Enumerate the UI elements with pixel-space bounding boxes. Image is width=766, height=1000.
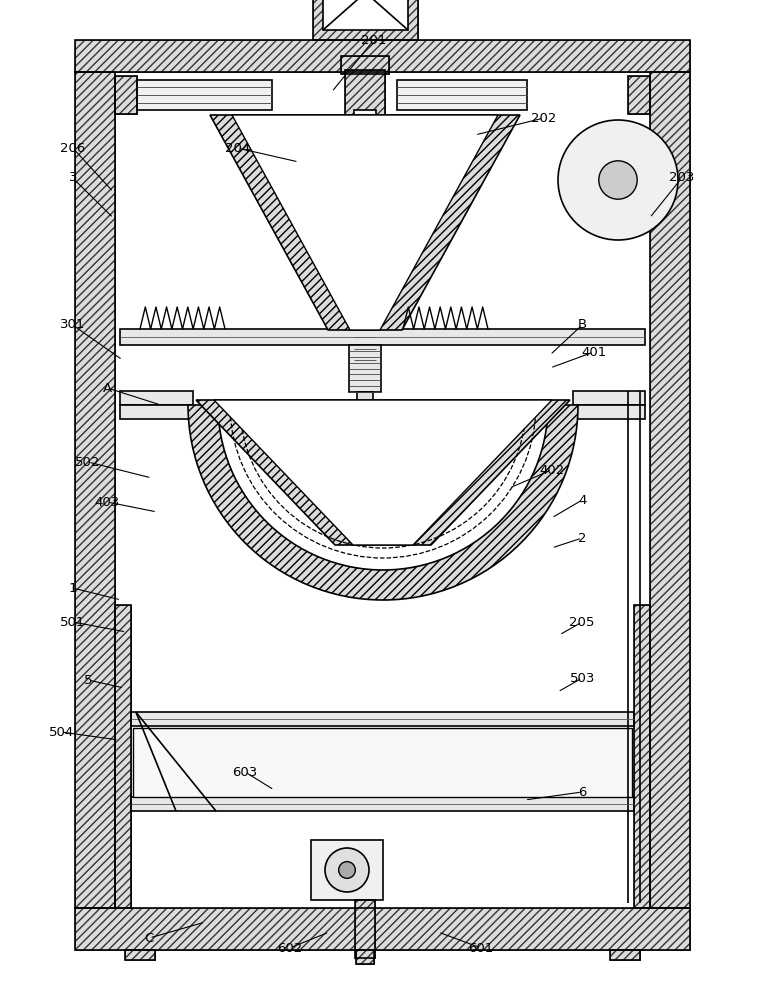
Bar bbox=[115, 76, 137, 114]
Bar bbox=[115, 76, 137, 114]
Text: 205: 205 bbox=[569, 615, 595, 629]
Text: 5: 5 bbox=[83, 674, 93, 687]
Bar bbox=[341, 56, 389, 74]
Bar bbox=[610, 950, 640, 960]
Bar bbox=[313, 0, 418, 40]
Text: 204: 204 bbox=[225, 141, 250, 154]
Circle shape bbox=[325, 848, 369, 892]
Bar bbox=[137, 80, 272, 110]
Text: 1: 1 bbox=[68, 581, 77, 594]
Wedge shape bbox=[218, 405, 548, 570]
Bar bbox=[75, 40, 690, 72]
Bar bbox=[75, 908, 690, 950]
Text: 501: 501 bbox=[60, 615, 86, 629]
Bar bbox=[75, 72, 115, 908]
Polygon shape bbox=[214, 400, 552, 545]
Bar bbox=[650, 72, 690, 908]
Text: 2: 2 bbox=[578, 532, 587, 544]
Bar bbox=[345, 70, 385, 120]
Bar bbox=[650, 72, 690, 908]
Polygon shape bbox=[196, 400, 570, 545]
Bar bbox=[634, 605, 650, 908]
Text: 504: 504 bbox=[49, 726, 74, 738]
Text: 403: 403 bbox=[95, 495, 119, 508]
Bar bbox=[131, 797, 634, 811]
Bar bbox=[356, 950, 374, 964]
Text: 503: 503 bbox=[569, 672, 595, 685]
Text: 4: 4 bbox=[578, 493, 586, 506]
Text: C: C bbox=[145, 932, 154, 944]
Text: 601: 601 bbox=[469, 942, 493, 954]
Text: 502: 502 bbox=[75, 456, 101, 468]
Text: 402: 402 bbox=[539, 464, 564, 477]
Bar bbox=[313, 0, 418, 40]
Bar bbox=[115, 605, 131, 908]
Bar bbox=[120, 405, 193, 419]
Text: 602: 602 bbox=[277, 942, 302, 954]
Bar bbox=[341, 56, 389, 74]
Bar bbox=[634, 605, 650, 908]
Text: 202: 202 bbox=[531, 111, 557, 124]
Bar bbox=[397, 80, 527, 110]
Circle shape bbox=[339, 862, 355, 878]
Bar bbox=[125, 950, 155, 960]
Bar bbox=[573, 405, 645, 419]
Bar bbox=[323, 0, 408, 30]
Bar bbox=[120, 391, 193, 405]
Bar bbox=[345, 70, 385, 120]
Bar bbox=[628, 76, 650, 114]
Text: 203: 203 bbox=[669, 171, 695, 184]
Text: 3: 3 bbox=[68, 171, 77, 184]
Wedge shape bbox=[188, 405, 578, 600]
Bar bbox=[311, 840, 383, 900]
Text: A: A bbox=[103, 381, 112, 394]
Text: 301: 301 bbox=[60, 318, 86, 332]
Polygon shape bbox=[232, 115, 498, 330]
Bar bbox=[610, 950, 640, 960]
Bar bbox=[354, 110, 376, 360]
Bar bbox=[120, 329, 645, 345]
Text: 6: 6 bbox=[578, 786, 586, 798]
Bar bbox=[628, 76, 650, 114]
Bar bbox=[349, 345, 381, 392]
Circle shape bbox=[558, 120, 678, 240]
Bar bbox=[131, 712, 634, 726]
Bar bbox=[115, 605, 131, 908]
Bar bbox=[357, 392, 373, 422]
Bar bbox=[75, 908, 690, 950]
Circle shape bbox=[599, 161, 637, 199]
Bar bbox=[573, 391, 645, 405]
Text: 401: 401 bbox=[581, 346, 606, 359]
Bar bbox=[75, 72, 115, 908]
Text: 201: 201 bbox=[361, 33, 387, 46]
Bar bbox=[133, 728, 632, 797]
Bar bbox=[125, 950, 155, 960]
Text: 206: 206 bbox=[61, 141, 85, 154]
Bar bbox=[356, 950, 374, 964]
Text: B: B bbox=[578, 318, 587, 332]
Polygon shape bbox=[210, 115, 520, 330]
Bar bbox=[355, 900, 375, 958]
Bar bbox=[75, 40, 690, 72]
Text: 603: 603 bbox=[233, 766, 257, 778]
Bar bbox=[355, 900, 375, 958]
